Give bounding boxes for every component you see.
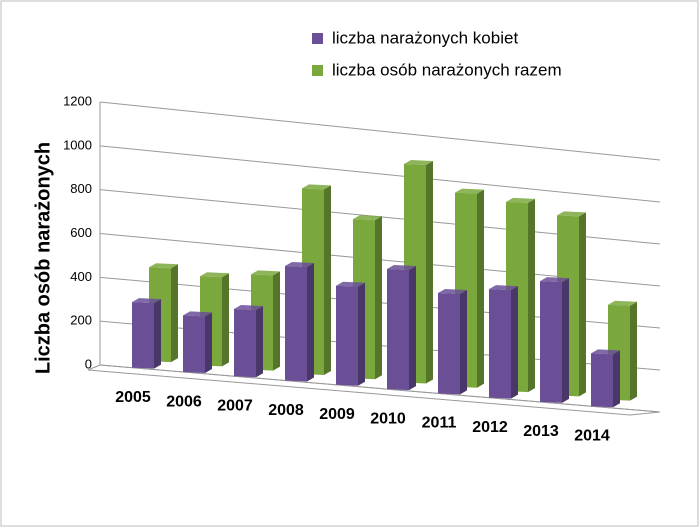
bar-side — [528, 198, 535, 393]
bar — [591, 353, 613, 408]
y-tick-label: 400 — [70, 269, 92, 284]
bar-top — [149, 263, 178, 269]
bar — [438, 292, 460, 395]
x-tick-label: 2012 — [472, 419, 508, 436]
x-tick-label: 2011 — [422, 415, 457, 432]
legend-swatch — [312, 65, 323, 76]
bar — [387, 268, 409, 391]
x-tick-label: 2008 — [268, 402, 304, 419]
x-tick-label: 2005 — [115, 389, 151, 406]
bar-side — [562, 278, 569, 403]
grid-line — [99, 364, 661, 413]
y-tick-label: 200 — [70, 313, 92, 328]
x-tick-label: 2007 — [217, 398, 253, 415]
bar-side — [579, 212, 586, 397]
bar-top — [183, 311, 212, 317]
bar-side — [222, 273, 229, 367]
y-tick-label: 600 — [70, 225, 92, 240]
bar-side — [307, 262, 314, 382]
x-tick-label: 2006 — [166, 393, 202, 410]
legend-label: liczba osób narażonych razem — [332, 60, 562, 79]
bar-top — [336, 281, 365, 287]
floor-front — [87, 364, 661, 416]
bar-top — [540, 277, 569, 283]
bar-side — [409, 265, 416, 391]
bar-top — [353, 215, 382, 221]
bar — [234, 308, 256, 378]
bar-side — [154, 299, 161, 369]
bar-side — [477, 189, 484, 388]
bar-side — [324, 185, 331, 375]
bar-top — [489, 285, 518, 291]
y-tick-label: 1000 — [63, 137, 92, 152]
bar — [540, 281, 562, 403]
x-tick-label: 2013 — [523, 423, 559, 440]
bar-top — [302, 184, 331, 190]
bar-side — [256, 305, 263, 378]
bar-top — [557, 211, 586, 217]
bar-top — [591, 349, 620, 355]
bar — [489, 289, 511, 399]
y-tick-label: 1200 — [63, 93, 92, 108]
bar-top — [387, 264, 416, 270]
bar-side — [511, 286, 518, 399]
legend-swatch — [312, 33, 323, 44]
bar-side — [630, 301, 637, 401]
y-tick-label: 800 — [70, 181, 92, 196]
bar-top — [285, 261, 314, 267]
bar-side — [426, 161, 433, 384]
bar-top — [200, 272, 229, 278]
bar-top — [404, 160, 433, 166]
bar-side — [460, 289, 467, 395]
legend-label: liczba narażonych kobiet — [332, 28, 518, 47]
bar-top — [234, 304, 263, 310]
bar-top — [608, 300, 637, 306]
bar — [183, 315, 205, 373]
bar-top — [506, 197, 535, 203]
bar-top — [251, 270, 280, 276]
bar-side — [613, 350, 620, 408]
x-tick-label: 2009 — [319, 406, 355, 423]
bar-top — [132, 298, 161, 304]
grid-line — [99, 101, 661, 161]
bar — [132, 302, 154, 369]
y-tick-label: 0 — [85, 356, 92, 371]
bar — [285, 265, 307, 382]
bar-top — [455, 188, 484, 194]
grid-line — [99, 145, 661, 203]
bar-side — [171, 264, 178, 363]
x-tick-label: 2010 — [370, 410, 406, 427]
x-tick-label: 2014 — [574, 428, 610, 445]
bar-side — [205, 312, 212, 373]
bar-side — [273, 271, 280, 371]
bar-side — [358, 282, 365, 386]
bar-side — [375, 216, 382, 380]
y-axis-title: Liczba osób narażonych — [32, 142, 54, 374]
bar — [336, 285, 358, 386]
bar-top — [438, 288, 467, 294]
